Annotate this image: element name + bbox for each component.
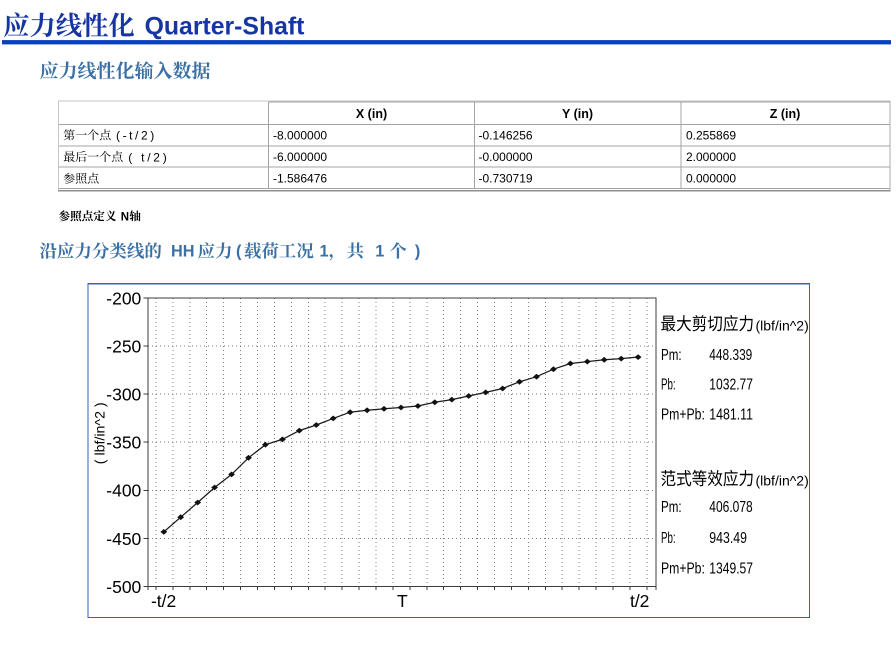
svg-text:Pb:: Pb: — [661, 377, 676, 394]
svg-text:943.49: 943.49 — [709, 530, 747, 547]
svg-text:N: N — [121, 211, 129, 223]
svg-text:Pb:: Pb: — [661, 530, 676, 547]
svg-text:-0.146256: -0.146256 — [479, 128, 533, 142]
svg-text:(-t/2): (-t/2) — [116, 129, 154, 143]
svg-text:Y (in): Y (in) — [562, 107, 593, 121]
svg-text:): ) — [415, 243, 420, 261]
svg-text:X (in): X (in) — [356, 107, 387, 121]
svg-text:-t/2: -t/2 — [151, 591, 176, 611]
svg-text:-500: -500 — [106, 577, 141, 597]
svg-text:1: 1 — [320, 243, 329, 261]
svg-text:T: T — [397, 591, 408, 611]
svg-text:(: ( — [236, 243, 242, 261]
svg-text:( t/2): ( t/2) — [128, 150, 166, 164]
svg-text:0.000000: 0.000000 — [686, 171, 736, 185]
svg-text:-8.000000: -8.000000 — [273, 128, 327, 142]
svg-text:1032.77: 1032.77 — [709, 377, 753, 394]
svg-text:-300: -300 — [106, 385, 141, 405]
svg-text:HH: HH — [171, 243, 195, 261]
svg-text:t/2: t/2 — [630, 591, 649, 611]
svg-text:-350: -350 — [106, 433, 141, 453]
svg-text:-6.000000: -6.000000 — [273, 150, 327, 164]
svg-text:( lbf/in^2 ): ( lbf/in^2 ) — [92, 402, 108, 464]
svg-text:1349.57: 1349.57 — [709, 561, 753, 578]
svg-text:1481.11: 1481.11 — [709, 407, 753, 424]
svg-text:-0.730719: -0.730719 — [479, 171, 533, 185]
svg-text:-450: -450 — [106, 529, 141, 549]
svg-text:Z (in): Z (in) — [770, 107, 801, 121]
svg-text:1: 1 — [375, 243, 384, 261]
svg-text:-200: -200 — [106, 288, 141, 308]
svg-text:-0.000000: -0.000000 — [479, 150, 533, 164]
svg-text:2.000000: 2.000000 — [686, 150, 736, 164]
svg-text:Pm:: Pm: — [661, 499, 682, 516]
svg-text:(lbf/in^2): (lbf/in^2) — [756, 318, 809, 334]
svg-text:Pm:: Pm: — [661, 347, 682, 364]
svg-text:-400: -400 — [106, 481, 141, 501]
svg-text:Quarter-Shaft: Quarter-Shaft — [145, 14, 305, 41]
svg-text:448.339: 448.339 — [709, 347, 752, 364]
svg-text:406.078: 406.078 — [709, 499, 752, 516]
svg-text:-1.586476: -1.586476 — [273, 171, 327, 185]
svg-text:-250: -250 — [106, 336, 141, 356]
svg-text:Pm+Pb:: Pm+Pb: — [661, 407, 705, 424]
svg-text:(lbf/in^2): (lbf/in^2) — [756, 472, 809, 488]
svg-text:Pm+Pb:: Pm+Pb: — [661, 561, 705, 578]
svg-text:0.255869: 0.255869 — [686, 128, 736, 142]
